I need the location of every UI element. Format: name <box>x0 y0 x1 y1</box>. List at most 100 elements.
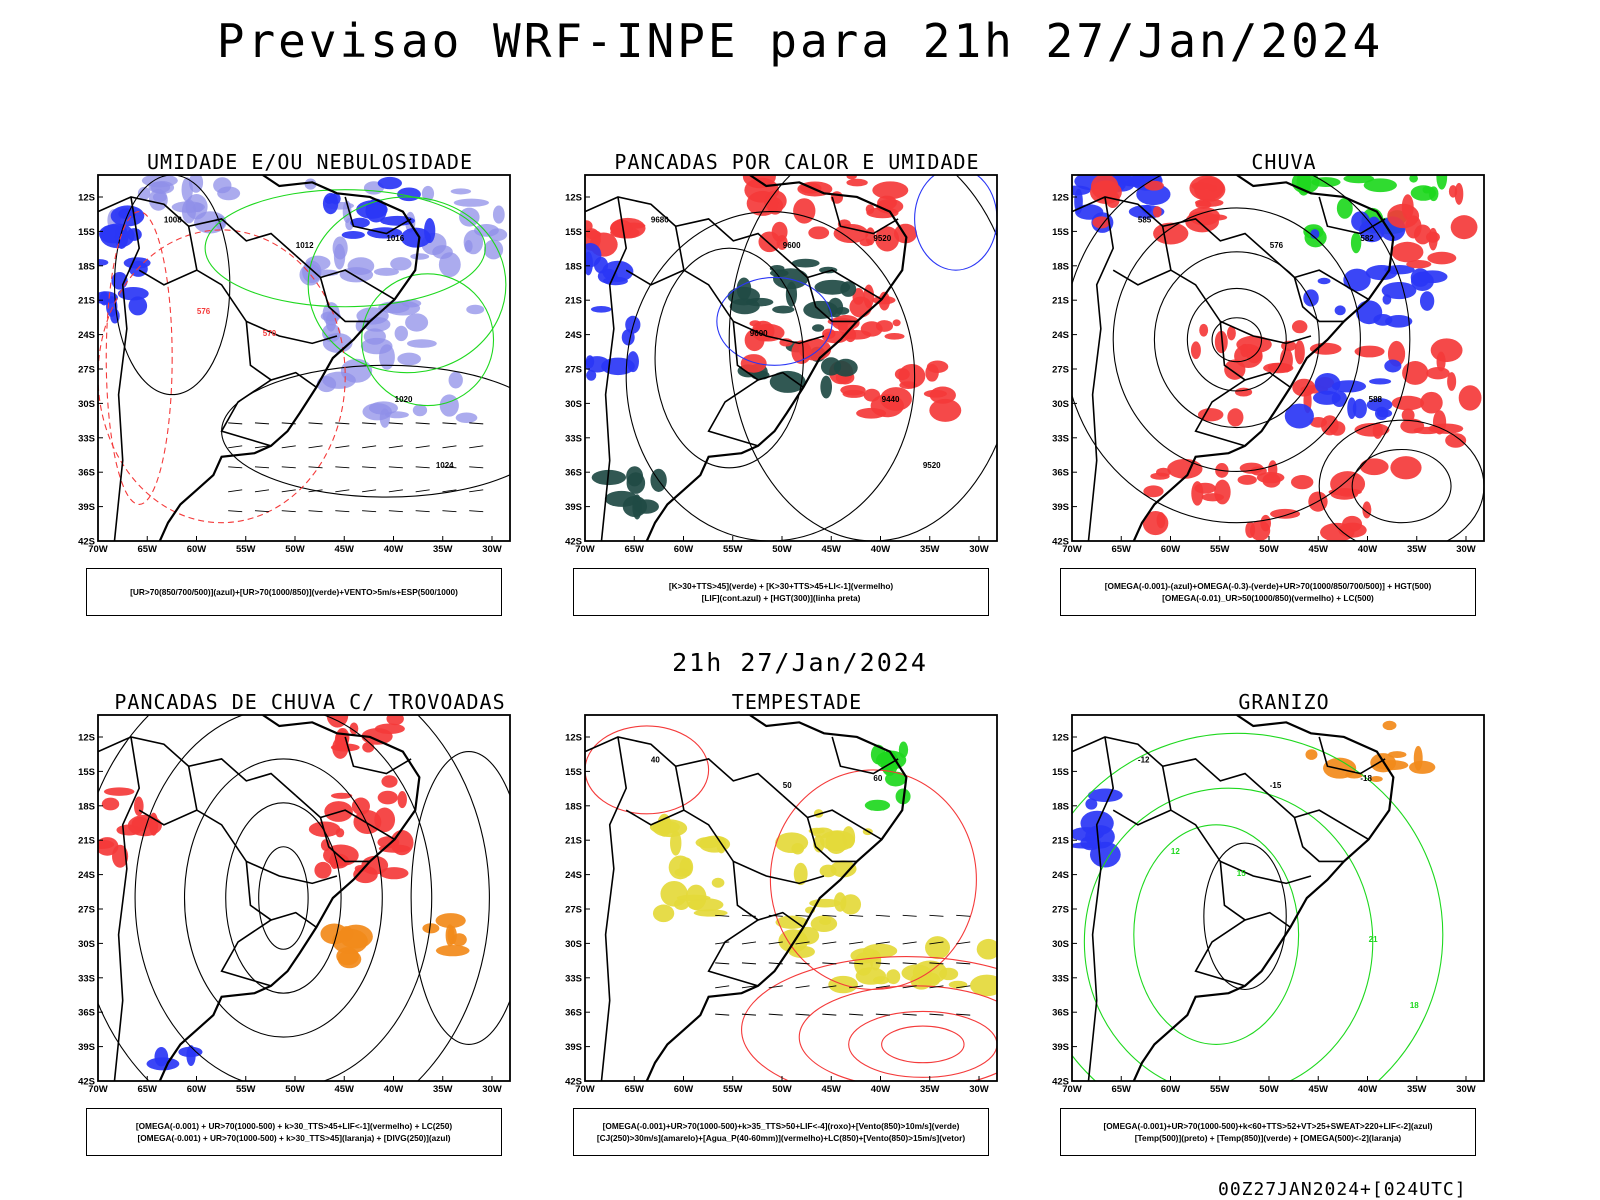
shaded-area-blue <box>1382 294 1392 305</box>
shaded-area-yellow <box>711 877 725 888</box>
shaded-area-blue <box>1381 281 1417 300</box>
lon-label: 60W <box>674 544 694 555</box>
shaded-area-red <box>1092 216 1111 229</box>
shaded-area-red <box>808 226 830 240</box>
lon-label: 50W <box>285 1084 305 1095</box>
lat-label: 30S <box>1052 399 1069 410</box>
lat-label: 39S <box>1052 502 1069 513</box>
shaded-area-blue <box>1284 403 1314 429</box>
shaded-area-red <box>1391 395 1425 411</box>
shaded-area-red <box>1450 215 1478 240</box>
legend-line-1: [OMEGA(-0.001)+UR>70(1000-500)+k<60+TTS>… <box>1103 1121 1433 1131</box>
shaded-area-lavender <box>385 300 421 316</box>
shaded-area-yellow <box>976 938 997 960</box>
lat-label: 21S <box>565 296 582 307</box>
wind-vector <box>308 466 323 469</box>
shaded-area-red <box>875 226 900 252</box>
lon-label: 30W <box>482 1084 502 1095</box>
isoline-label: 576 <box>1270 241 1284 250</box>
shaded-area-lavender <box>405 313 429 332</box>
isoline-label: 9520 <box>923 461 941 470</box>
shaded-area-lavender <box>439 394 459 417</box>
shaded-area-blue <box>1347 397 1357 420</box>
shaded-area-lavender <box>432 245 453 259</box>
panel-title: CHUVA <box>1251 150 1317 174</box>
map-frame <box>584 714 998 1082</box>
wind-vector <box>795 985 810 989</box>
shaded-area-yellow <box>812 827 834 839</box>
country-border <box>295 254 396 301</box>
lon-label: 40W <box>1358 1084 1378 1095</box>
shaded-area-dark_teal <box>772 305 795 314</box>
shaded-area-yellow <box>652 819 688 838</box>
shaded-area-red <box>1426 367 1450 380</box>
shaded-area-blue <box>1317 277 1331 285</box>
shaded-area-blue <box>602 276 628 286</box>
shaded-area-dark_teal <box>820 375 833 399</box>
lon-label: 50W <box>772 1084 792 1095</box>
shaded-area-red <box>1426 231 1440 243</box>
legend-line-2: [OMEGA(-0.01)_UR>50(1000/850)(vermelho) … <box>1162 593 1374 603</box>
panel-granizo: GRANIZO -12 -15 -18 21 18 15 12 12S 15S 18S 21S 24S… <box>1044 690 1524 1180</box>
shaded-area-green <box>1436 175 1448 190</box>
wind-vector <box>929 1013 944 1016</box>
lon-label: 45W <box>1308 544 1328 555</box>
wind-vector <box>362 489 377 493</box>
lat-label: 42S <box>1052 1077 1069 1088</box>
shaded-area-lavender <box>339 267 374 283</box>
lat-label: 39S <box>78 1042 95 1053</box>
shaded-area-red <box>1090 175 1119 200</box>
shaded-area-red <box>865 204 875 215</box>
contour-line <box>728 175 997 541</box>
shaded-area-blue <box>341 231 365 239</box>
shaded-area-red <box>1153 222 1189 245</box>
isoline-label: 9600 <box>783 241 801 250</box>
shaded-area-red <box>1191 481 1204 506</box>
shaded-area-blue <box>1312 390 1341 405</box>
contour-line <box>134 715 433 1081</box>
shaded-area-red <box>846 178 868 187</box>
shaded-area-red <box>1143 485 1164 498</box>
wind-vector <box>795 1013 810 1016</box>
country-border <box>782 794 883 841</box>
shaded-area-blue <box>1142 204 1152 214</box>
shaded-area-red <box>1309 417 1327 428</box>
contour-line <box>848 1010 997 1078</box>
wind-vector <box>741 941 757 945</box>
lat-label: 21S <box>565 836 582 847</box>
country-border <box>1293 817 1344 863</box>
panel-tempestade: TEMPESTADE 40 50 60 12S 15S 18S 21S 24S 27S 30S 33… <box>557 690 1037 1180</box>
shaded-area-yellow <box>810 915 838 933</box>
shaded-area-lavender <box>305 255 331 271</box>
shaded-area-red <box>381 775 398 788</box>
shaded-area-red <box>101 797 120 811</box>
lat-label: 18S <box>78 801 95 812</box>
isoline-label: 21 <box>1369 935 1378 944</box>
map-background <box>98 715 510 1081</box>
wind-vector <box>741 962 757 965</box>
lat-label: 42S <box>565 537 582 548</box>
lat-label: 39S <box>1052 1042 1069 1053</box>
shaded-area-red <box>314 861 332 879</box>
shaded-area-green <box>1410 185 1436 201</box>
lon-label: 65W <box>624 544 644 555</box>
contour-line <box>98 715 490 1081</box>
shaded-area-dark_teal <box>785 281 798 307</box>
wind-vector <box>795 914 810 917</box>
lon-label: 50W <box>1259 544 1279 555</box>
shaded-area-red <box>1142 511 1169 536</box>
wind-vector <box>875 914 890 917</box>
lat-label: 15S <box>1052 227 1069 238</box>
shaded-area-red <box>1330 488 1359 500</box>
shaded-area-lavender <box>362 403 392 421</box>
shaded-area-blue <box>625 315 641 334</box>
contour-line <box>1153 251 1320 429</box>
shaded-area-red <box>134 796 144 816</box>
shaded-area-red <box>1227 408 1244 427</box>
country-border <box>138 269 198 286</box>
contour-line <box>1186 287 1287 392</box>
wind-vector <box>956 1013 971 1016</box>
isoline-label: 1020 <box>395 395 413 404</box>
wind-vector <box>822 962 837 965</box>
